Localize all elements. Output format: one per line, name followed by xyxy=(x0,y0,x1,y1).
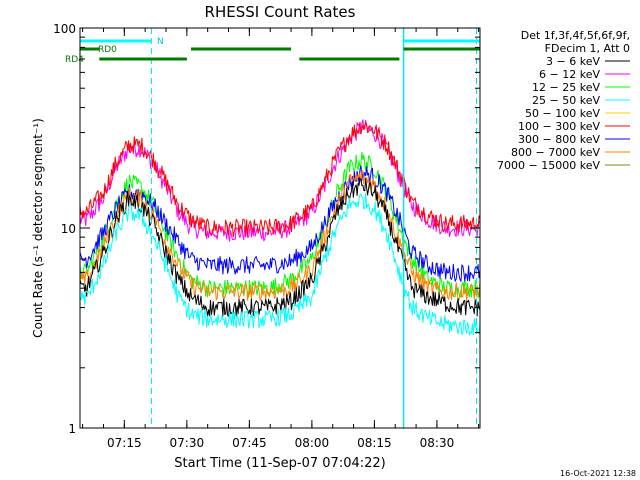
series-line xyxy=(79,151,481,298)
y-axis-label: Count Rate (s⁻¹ detector segment⁻¹) xyxy=(31,118,45,338)
legend: Det 1f,3f,4f,5f,6f,9f,FDecim 1, Att 03 −… xyxy=(497,29,630,172)
annotation-label: RD4 xyxy=(65,55,84,65)
series-line xyxy=(79,121,481,238)
x-tick-label: 08:15 xyxy=(357,436,392,450)
legend-label: 300 − 800 keV xyxy=(518,133,600,146)
legend-label: 7000 − 15000 keV xyxy=(497,159,600,172)
legend-label: 6 − 12 keV xyxy=(539,68,600,81)
axes: 07:15 07:30 07:45 08:00 08:15 08:30 1 10 100 xyxy=(53,22,481,450)
x-tick-label: 07:15 xyxy=(107,436,142,450)
series-line xyxy=(79,178,481,317)
plot-area: N RD0 RD4 xyxy=(65,28,481,428)
legend-label: 25 − 50 keV xyxy=(532,94,600,107)
footer-timestamp: 16-Oct-2021 12:38 xyxy=(560,469,636,478)
series-line xyxy=(79,192,481,336)
x-tick-label: 07:45 xyxy=(232,436,267,450)
chart-title: RHESSI Count Rates xyxy=(205,3,356,21)
y-tick-label: 10 xyxy=(61,222,76,236)
x-axis-label: Start Time (11-Sep-07 07:04:22) xyxy=(174,456,385,471)
annotation-label: N xyxy=(157,37,164,47)
series-line xyxy=(79,170,481,302)
legend-label: 100 − 300 keV xyxy=(518,120,600,133)
y-tick-label: 100 xyxy=(53,22,76,36)
x-tick-label: 07:30 xyxy=(170,436,205,450)
legend-label: 50 − 100 keV xyxy=(525,107,600,120)
series-line xyxy=(79,119,481,242)
y-tick-label: 1 xyxy=(68,422,76,436)
legend-label: 3 − 6 keV xyxy=(546,55,600,68)
legend-label: 12 − 25 keV xyxy=(532,81,600,94)
x-tick-label: 08:30 xyxy=(420,436,455,450)
legend-header: FDecim 1, Att 0 xyxy=(545,42,630,55)
x-tick-label: 08:00 xyxy=(295,436,330,450)
annotation-label: RD0 xyxy=(98,45,117,55)
legend-header: Det 1f,3f,4f,5f,6f,9f, xyxy=(521,29,630,42)
legend-label: 800 − 7000 keV xyxy=(511,146,600,159)
